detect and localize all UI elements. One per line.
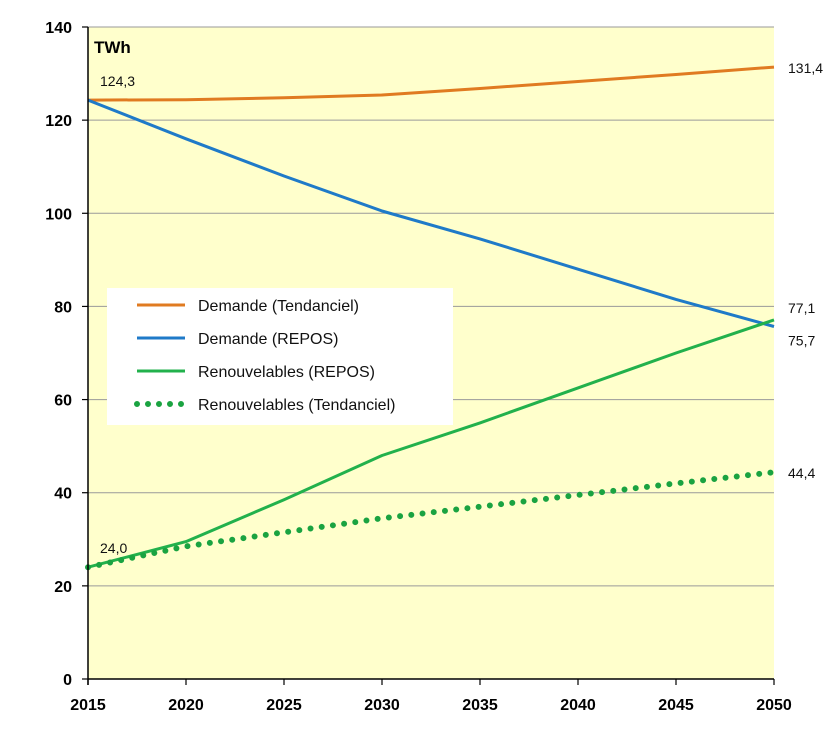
- y-tick-label-20: 20: [54, 579, 72, 596]
- x-tick-label-2050: 2050: [756, 697, 792, 714]
- y-tick-label-40: 40: [54, 486, 72, 503]
- series-layer: [85, 65, 777, 571]
- y-tick-label-140: 140: [45, 20, 72, 37]
- x-tick-label-2025: 2025: [266, 697, 302, 714]
- series-line-1: [87, 98, 775, 328]
- x-tick-label-2045: 2045: [658, 697, 694, 714]
- data-label-5: 24,0: [100, 540, 127, 556]
- data-label-1: 131,4: [788, 60, 823, 76]
- legend-label-0: Demande (Tendanciel): [198, 298, 359, 315]
- unit-label: TWh: [94, 38, 131, 57]
- data-label-4: 44,4: [788, 465, 815, 481]
- legend-label-3: Renouvelables (Tendanciel): [198, 397, 395, 414]
- data-label-3: 75,7: [788, 332, 815, 348]
- series-line-0: [87, 65, 775, 102]
- series-line-2: [87, 318, 775, 569]
- x-tick-label-2015: 2015: [70, 697, 106, 714]
- legend-label-1: Demande (REPOS): [198, 331, 339, 348]
- y-tick-label-80: 80: [54, 299, 72, 316]
- series-line-3: [85, 469, 777, 571]
- x-tick-label-2040: 2040: [560, 697, 596, 714]
- y-tick-label-0: 0: [63, 672, 72, 689]
- data-label-0: 124,3: [100, 73, 135, 89]
- y-tick-label-120: 120: [45, 113, 72, 130]
- y-tick-label-60: 60: [54, 393, 72, 410]
- legend-label-2: Renouvelables (REPOS): [198, 364, 375, 381]
- x-tick-label-2020: 2020: [168, 697, 204, 714]
- data-label-2: 77,1: [788, 300, 815, 316]
- legend: Demande (Tendanciel) Demande (REPOS) Renou…: [107, 288, 453, 425]
- data-labels: 124,3 131,4 77,1 75,7 44,4 24,0: [100, 60, 823, 556]
- y-tick-label-100: 100: [45, 206, 72, 223]
- x-tick-label-2035: 2035: [462, 697, 498, 714]
- x-tick-label-2030: 2030: [364, 697, 400, 714]
- legend-box: [107, 288, 453, 425]
